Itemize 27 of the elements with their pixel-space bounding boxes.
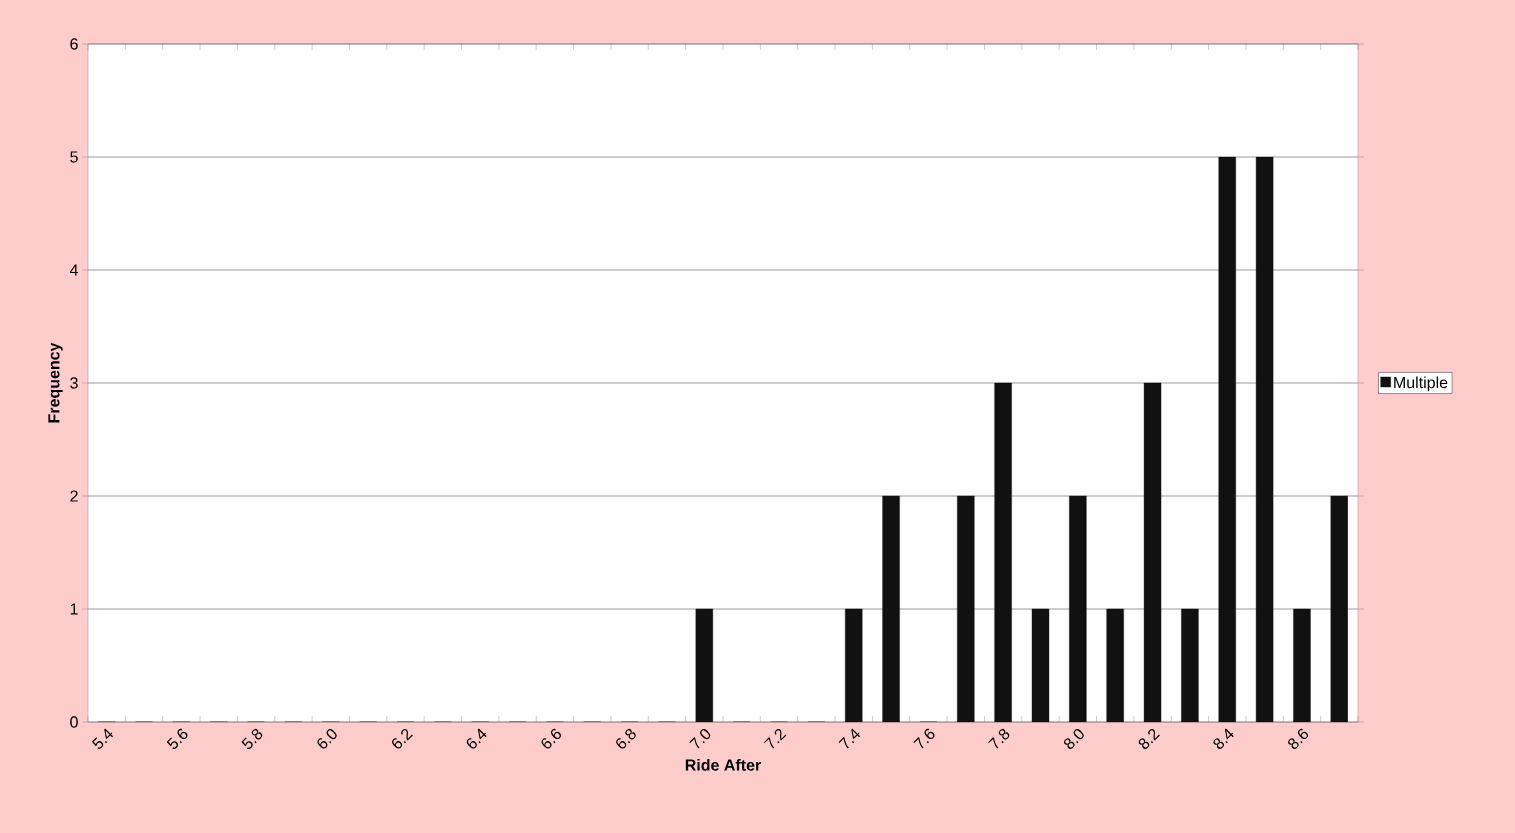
x-tick-label: 5.6 [166, 728, 188, 749]
x-tick-label: 7.8 [988, 728, 1010, 749]
y-tick-label: 5 [70, 151, 78, 163]
y-axis-title: Frequency [48, 342, 63, 423]
x-tick-label: 7.6 [913, 728, 935, 749]
x-tick-label: 5.8 [241, 728, 263, 749]
x-tick-label: 6.8 [616, 728, 636, 749]
x-tick-label: 5.4 [91, 728, 114, 749]
x-tick-label: 7.0 [689, 729, 711, 749]
y-tick-label: 6 [70, 38, 78, 50]
legend-label: Multiple [1394, 376, 1448, 392]
x-tick-label: 8.4 [1213, 728, 1234, 749]
x-axis-title: Ride After [685, 758, 761, 771]
x-tick-label: 6.6 [541, 728, 562, 749]
y-tick-label: 2 [70, 490, 78, 502]
x-tick-label: 7.4 [838, 728, 861, 749]
y-tick-label: 0 [70, 716, 78, 728]
y-tick-label: 1 [70, 603, 78, 615]
x-tick-label: 8.6 [1288, 728, 1309, 749]
x-tick-label: 8.2 [1138, 728, 1160, 749]
y-tick-label: 3 [70, 377, 78, 389]
x-tick-label: 6.0 [317, 729, 337, 749]
x-tick-label: 6.2 [392, 728, 413, 749]
y-tick-label: 4 [69, 264, 78, 276]
x-tick-label: 8.0 [1064, 729, 1084, 749]
x-tick-label: 7.2 [763, 728, 787, 749]
x-tick-label: 6.4 [466, 728, 487, 749]
